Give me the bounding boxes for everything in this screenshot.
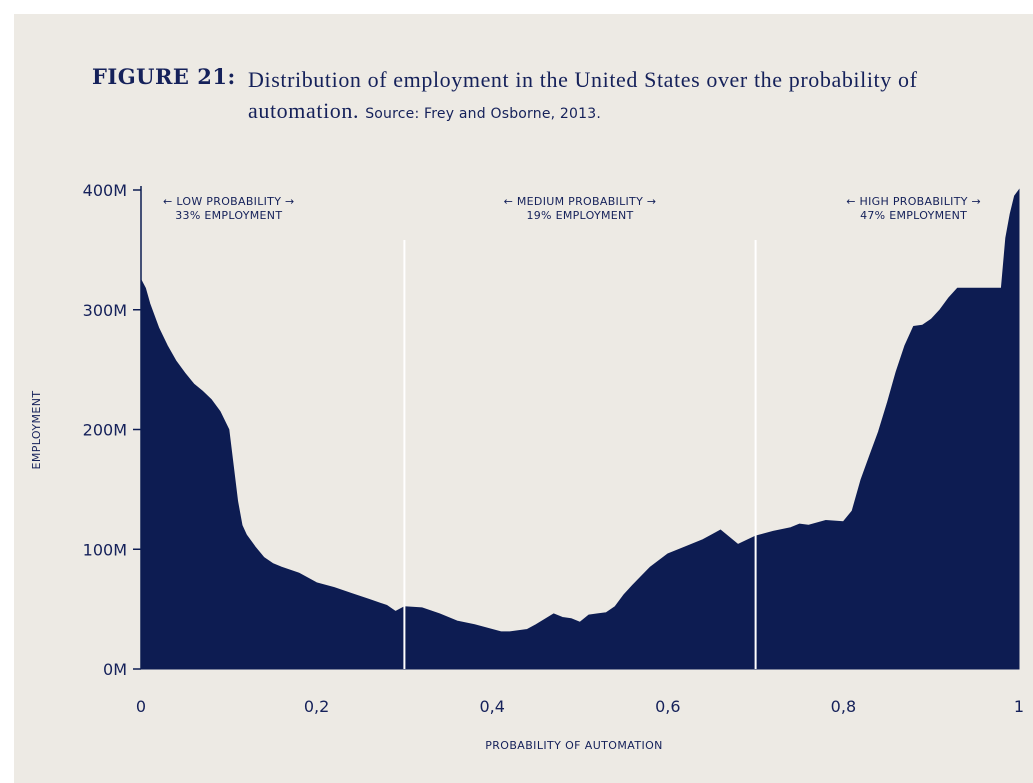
y-tick-label: 400M (83, 181, 127, 200)
band-label-layer: ← LOW PROBABILITY →33% EMPLOYMENT ← MEDIU… (163, 195, 981, 222)
y-tick-label: 0M (103, 660, 127, 679)
employment-area-series (140, 188, 1020, 670)
y-tick-label: 300M (83, 301, 127, 320)
divider-layer (403, 240, 757, 669)
band-label-range: ← HIGH PROBABILITY → (846, 195, 981, 208)
y-axis-title: EMPLOYMENT (30, 391, 43, 470)
band-label-share: 33% EMPLOYMENT (175, 209, 282, 222)
x-tick-label: 0 (136, 697, 146, 716)
band-label-range: ← MEDIUM PROBABILITY → (504, 195, 657, 208)
axis-layer: 0M 100M 200M 300M 400M 0 0,2 0,4 0,6 0,8 1 (83, 181, 1024, 716)
band-label-range: ← LOW PROBABILITY → (163, 195, 295, 208)
figure-label: FIGURE 21: (92, 64, 236, 89)
band-label-share: 19% EMPLOYMENT (526, 209, 633, 222)
y-tick-label: 100M (83, 540, 127, 559)
figure-source: Source: Frey and Osborne, 2013. (365, 106, 602, 122)
x-axis-title: PROBABILITY OF AUTOMATION (485, 739, 663, 752)
y-tick-label: 200M (83, 421, 127, 440)
x-tick-label: 0,6 (655, 697, 680, 716)
area-layer (140, 188, 1020, 670)
x-tick-label: 0,8 (831, 697, 856, 716)
x-tick-label: 0,2 (304, 697, 329, 716)
x-tick-label: 1 (1014, 697, 1024, 716)
figure-caption: Distribution of employment in the United… (248, 64, 948, 130)
band-label-share: 47% EMPLOYMENT (860, 209, 967, 222)
x-tick-label: 0,4 (479, 697, 504, 716)
figure-title: Distribution of employment in the United… (248, 67, 918, 123)
